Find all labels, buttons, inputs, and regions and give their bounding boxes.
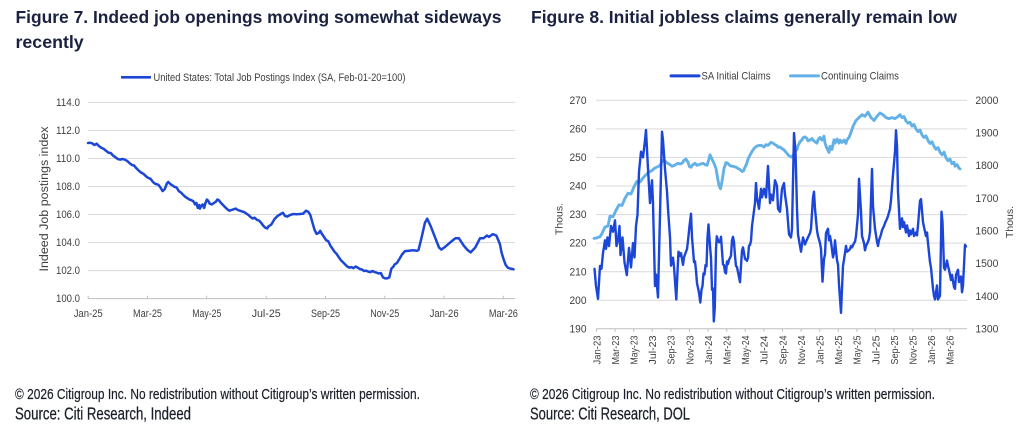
svg-text:112.0: 112.0 bbox=[56, 125, 80, 137]
svg-text:100.0: 100.0 bbox=[56, 293, 80, 305]
svg-text:Sep-25: Sep-25 bbox=[311, 308, 340, 320]
svg-text:Nov-25: Nov-25 bbox=[370, 308, 399, 320]
svg-text:Indeed Job postings index: Indeed Job postings index bbox=[39, 126, 51, 271]
svg-text:Mar-26: Mar-26 bbox=[489, 308, 518, 320]
svg-text:Jan-26: Jan-26 bbox=[430, 308, 459, 320]
svg-text:Nov-24: Nov-24 bbox=[796, 335, 808, 364]
svg-text:© 2026 Citigroup Inc. No redis: © 2026 Citigroup Inc. No redistribution … bbox=[530, 387, 935, 403]
svg-text:Thous.: Thous. bbox=[1004, 206, 1016, 238]
svg-text:Continuing Claims: Continuing Claims bbox=[821, 71, 899, 83]
svg-text:Jan-25: Jan-25 bbox=[815, 335, 827, 364]
svg-text:1800: 1800 bbox=[975, 160, 998, 172]
svg-text:210: 210 bbox=[570, 266, 587, 278]
svg-text:110.0: 110.0 bbox=[56, 153, 80, 165]
svg-text:1600: 1600 bbox=[975, 226, 998, 238]
svg-text:260: 260 bbox=[570, 124, 587, 136]
svg-text:Sep-25: Sep-25 bbox=[889, 335, 901, 364]
svg-text:recently: recently bbox=[16, 32, 84, 52]
svg-text:1500: 1500 bbox=[975, 258, 998, 270]
svg-text:© 2026 Citigroup Inc. No redis: © 2026 Citigroup Inc. No redistribution … bbox=[15, 387, 420, 403]
svg-text:Mar-26: Mar-26 bbox=[945, 335, 957, 364]
svg-text:108.0: 108.0 bbox=[56, 181, 80, 193]
svg-text:Jul-23: Jul-23 bbox=[647, 335, 659, 364]
svg-text:102.0: 102.0 bbox=[56, 265, 80, 277]
svg-text:Figure 8. Initial jobless clai: Figure 8. Initial jobless claims general… bbox=[531, 7, 957, 27]
svg-text:Jul-25: Jul-25 bbox=[252, 308, 281, 320]
svg-text:230: 230 bbox=[570, 209, 587, 221]
svg-text:Thous.: Thous. bbox=[554, 203, 566, 235]
svg-text:Jul-25: Jul-25 bbox=[870, 335, 882, 364]
svg-text:Nov-25: Nov-25 bbox=[908, 335, 920, 364]
svg-text:Jan-25: Jan-25 bbox=[74, 308, 103, 320]
svg-text:1300: 1300 bbox=[975, 323, 998, 335]
svg-text:1900: 1900 bbox=[975, 128, 998, 140]
svg-text:1700: 1700 bbox=[975, 193, 998, 205]
svg-text:Mar-25: Mar-25 bbox=[833, 335, 845, 364]
svg-text:270: 270 bbox=[570, 95, 587, 107]
svg-text:Figure 7. Indeed job openings: Figure 7. Indeed job openings moving som… bbox=[16, 7, 502, 27]
svg-text:United States: Total Job Posti: United States: Total Job Postings Index … bbox=[154, 72, 406, 84]
svg-text:240: 240 bbox=[570, 181, 587, 193]
svg-text:May-23: May-23 bbox=[629, 335, 641, 364]
svg-text:220: 220 bbox=[570, 238, 587, 250]
svg-text:200: 200 bbox=[570, 295, 587, 307]
svg-text:Sep-24: Sep-24 bbox=[777, 335, 789, 364]
svg-text:Nov-23: Nov-23 bbox=[684, 335, 696, 364]
svg-text:Jul-24: Jul-24 bbox=[759, 335, 771, 364]
svg-text:Source: Citi Research, DOL: Source: Citi Research, DOL bbox=[530, 404, 690, 424]
svg-text:Mar-25: Mar-25 bbox=[133, 308, 162, 320]
svg-text:Jan-26: Jan-26 bbox=[926, 335, 938, 364]
svg-text:104.0: 104.0 bbox=[56, 237, 80, 249]
svg-text:1400: 1400 bbox=[975, 291, 998, 303]
svg-text:Source: Citi Research, Indeed: Source: Citi Research, Indeed bbox=[15, 404, 191, 424]
svg-text:2000: 2000 bbox=[975, 95, 998, 107]
svg-text:SA Initial Claims: SA Initial Claims bbox=[702, 71, 771, 83]
svg-text:Jan-23: Jan-23 bbox=[591, 335, 603, 364]
svg-text:Mar-23: Mar-23 bbox=[610, 335, 622, 364]
svg-text:Mar-24: Mar-24 bbox=[722, 335, 734, 364]
svg-text:Jan-24: Jan-24 bbox=[703, 335, 715, 364]
svg-text:May-24: May-24 bbox=[740, 335, 752, 364]
svg-text:114.0: 114.0 bbox=[56, 97, 80, 109]
svg-text:250: 250 bbox=[570, 152, 587, 164]
svg-text:106.0: 106.0 bbox=[56, 209, 80, 221]
svg-text:190: 190 bbox=[570, 323, 587, 335]
svg-text:May-25: May-25 bbox=[192, 308, 221, 320]
svg-text:Sep-23: Sep-23 bbox=[666, 335, 678, 364]
svg-text:May-25: May-25 bbox=[852, 335, 864, 364]
